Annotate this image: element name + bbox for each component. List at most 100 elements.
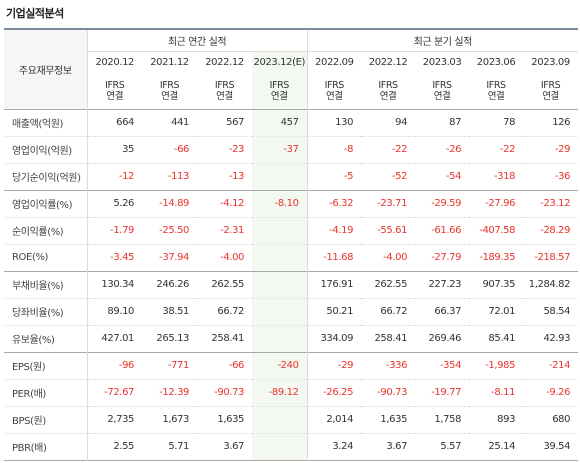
ifrs-badge: IFRS 연결 bbox=[469, 73, 524, 109]
period-header: 2022.12 bbox=[361, 51, 416, 73]
row-label: 매출액(억원) bbox=[4, 109, 88, 136]
table-cell: -9.26 bbox=[546, 387, 571, 398]
table-cell: -354 bbox=[439, 360, 462, 371]
table-cell: 265.13 bbox=[156, 333, 189, 344]
ifrs-label: IFRS bbox=[378, 79, 398, 91]
ifrs-badge: IFRS 연결 bbox=[252, 73, 308, 109]
table-cell: 262.55 bbox=[374, 279, 408, 290]
table-cell: 1,758 bbox=[434, 414, 462, 425]
row-label: EPS(원) bbox=[4, 352, 88, 379]
table-cell: 42.93 bbox=[543, 333, 571, 344]
table-cell: -771 bbox=[167, 360, 190, 371]
table-cell: -4.19 bbox=[329, 225, 354, 236]
table-cell: -54 bbox=[445, 171, 462, 182]
table-cell: 334.09 bbox=[320, 333, 354, 344]
table-cell: -25.50 bbox=[159, 225, 189, 236]
table-cell: -66 bbox=[228, 360, 245, 371]
table-cell: -1,985 bbox=[485, 360, 516, 371]
table-cell bbox=[252, 433, 308, 460]
table-cell: -66 bbox=[173, 144, 190, 155]
table-cell: 227.23 bbox=[428, 279, 462, 290]
consolidated-label: 연결 bbox=[325, 90, 343, 102]
period-header: 2023.12(E) bbox=[252, 51, 308, 73]
ifrs-badge: IFRS 연결 bbox=[307, 73, 362, 109]
table-cell: -12.39 bbox=[159, 387, 189, 398]
table-row: 영업이익(억원) 35 -66 -23 -37 -8 -22 -26 -22 -29 bbox=[4, 136, 579, 163]
table-cell: -3.45 bbox=[110, 252, 134, 263]
table-row: PBR(배) 2.55 5.71 3.67 3.24 3.67 5.57 25.14 39.54 bbox=[4, 433, 579, 460]
table-cell: 89.10 bbox=[107, 306, 134, 317]
row-header-label: 주요재무정보 bbox=[4, 29, 88, 109]
table-cell: -11.68 bbox=[323, 252, 354, 263]
annual-group-header: 최근 연간 실적 bbox=[87, 29, 308, 52]
table-cell bbox=[252, 244, 308, 271]
table-cell: 2,735 bbox=[107, 414, 134, 425]
table-cell: -240 bbox=[252, 352, 308, 379]
table-cell: -113 bbox=[167, 171, 190, 182]
ifrs-label: IFRS bbox=[432, 79, 452, 91]
table-cell: -90.73 bbox=[377, 387, 408, 398]
table-cell: 87 bbox=[449, 117, 462, 128]
row-label: BPS(원) bbox=[4, 406, 88, 433]
table-cell: -89.12 bbox=[252, 379, 308, 406]
table-cell: -29.59 bbox=[431, 198, 462, 209]
ifrs-label: IFRS bbox=[324, 79, 345, 91]
table-row: PER(배) -72.67 -12.39 -90.73 -89.12 -26.25 -90.… bbox=[4, 379, 579, 406]
row-label: 영업이익(억원) bbox=[4, 136, 88, 163]
table-row: 부채비율(%) 130.34 246.26 262.55 176.91 262.55 227… bbox=[4, 271, 579, 298]
table-cell: -13 bbox=[228, 171, 245, 182]
row-label: PER(배) bbox=[4, 379, 88, 406]
table-cell: -4.00 bbox=[220, 252, 244, 263]
table-cell: 94 bbox=[395, 117, 408, 128]
financial-summary-table: 주요재무정보 최근 연간 실적 최근 분기 실적 2020.12 2021.12 2… bbox=[4, 28, 579, 461]
table-cell: 5.57 bbox=[440, 441, 462, 452]
table-cell: 269.46 bbox=[428, 333, 462, 344]
table-cell: -29 bbox=[337, 360, 354, 371]
table-cell: -36 bbox=[554, 171, 571, 182]
table-cell: -189.35 bbox=[479, 252, 516, 263]
table-cell: 72.01 bbox=[488, 306, 516, 317]
table-cell: 3.67 bbox=[386, 441, 408, 452]
table-cell: 258.41 bbox=[211, 333, 244, 344]
ifrs-label: IFRS bbox=[486, 79, 506, 91]
table-row: 영업이익률(%) 5.26 -14.89 -4.12 -8.10 -6.32 -23.71 -… bbox=[4, 190, 579, 217]
table-cell bbox=[252, 217, 308, 244]
period-header: 2023.09 bbox=[523, 51, 579, 73]
table-cell: -61.66 bbox=[431, 225, 462, 236]
table-cell: 50.21 bbox=[326, 306, 354, 317]
row-label: ROE(%) bbox=[4, 244, 88, 271]
consolidated-label: 연결 bbox=[270, 90, 288, 102]
table-cell: -23.12 bbox=[540, 198, 571, 209]
ifrs-badge: IFRS 연결 bbox=[142, 73, 197, 109]
table-cell: -214 bbox=[548, 360, 571, 371]
table-cell: 1,673 bbox=[162, 414, 189, 425]
row-label: PBR(배) bbox=[4, 433, 88, 460]
ifrs-badge: IFRS 연결 bbox=[523, 73, 579, 109]
ifrs-badge: IFRS 연결 bbox=[361, 73, 416, 109]
table-cell: -8 bbox=[343, 144, 354, 155]
table-cell: -26.25 bbox=[323, 387, 354, 398]
table-cell: 130.34 bbox=[101, 279, 134, 290]
table-cell: 66.72 bbox=[380, 306, 408, 317]
table-cell: -28.29 bbox=[540, 225, 571, 236]
table-cell: 38.51 bbox=[162, 306, 189, 317]
consolidated-label: 연결 bbox=[216, 90, 233, 102]
ifrs-badge: IFRS 연결 bbox=[197, 73, 252, 109]
table-cell: -27.79 bbox=[431, 252, 462, 263]
table-cell: 441 bbox=[171, 117, 189, 128]
table-cell: 893 bbox=[497, 414, 516, 425]
period-header: 2020.12 bbox=[87, 51, 142, 73]
table-cell: 5.26 bbox=[113, 198, 134, 209]
row-label: 영업이익률(%) bbox=[4, 190, 88, 217]
table-cell: 176.91 bbox=[320, 279, 354, 290]
ifrs-label: IFRS bbox=[269, 79, 290, 91]
table-cell: 1,635 bbox=[380, 414, 408, 425]
table-cell: -96 bbox=[118, 360, 135, 371]
table-cell: 3.67 bbox=[223, 441, 244, 452]
table-cell: 58.54 bbox=[543, 306, 571, 317]
table-cell: -37.94 bbox=[159, 252, 189, 263]
period-header: 2023.03 bbox=[415, 51, 470, 73]
table-cell: 126 bbox=[552, 117, 571, 128]
table-cell: 258.41 bbox=[374, 333, 408, 344]
table-cell: -1.79 bbox=[110, 225, 134, 236]
